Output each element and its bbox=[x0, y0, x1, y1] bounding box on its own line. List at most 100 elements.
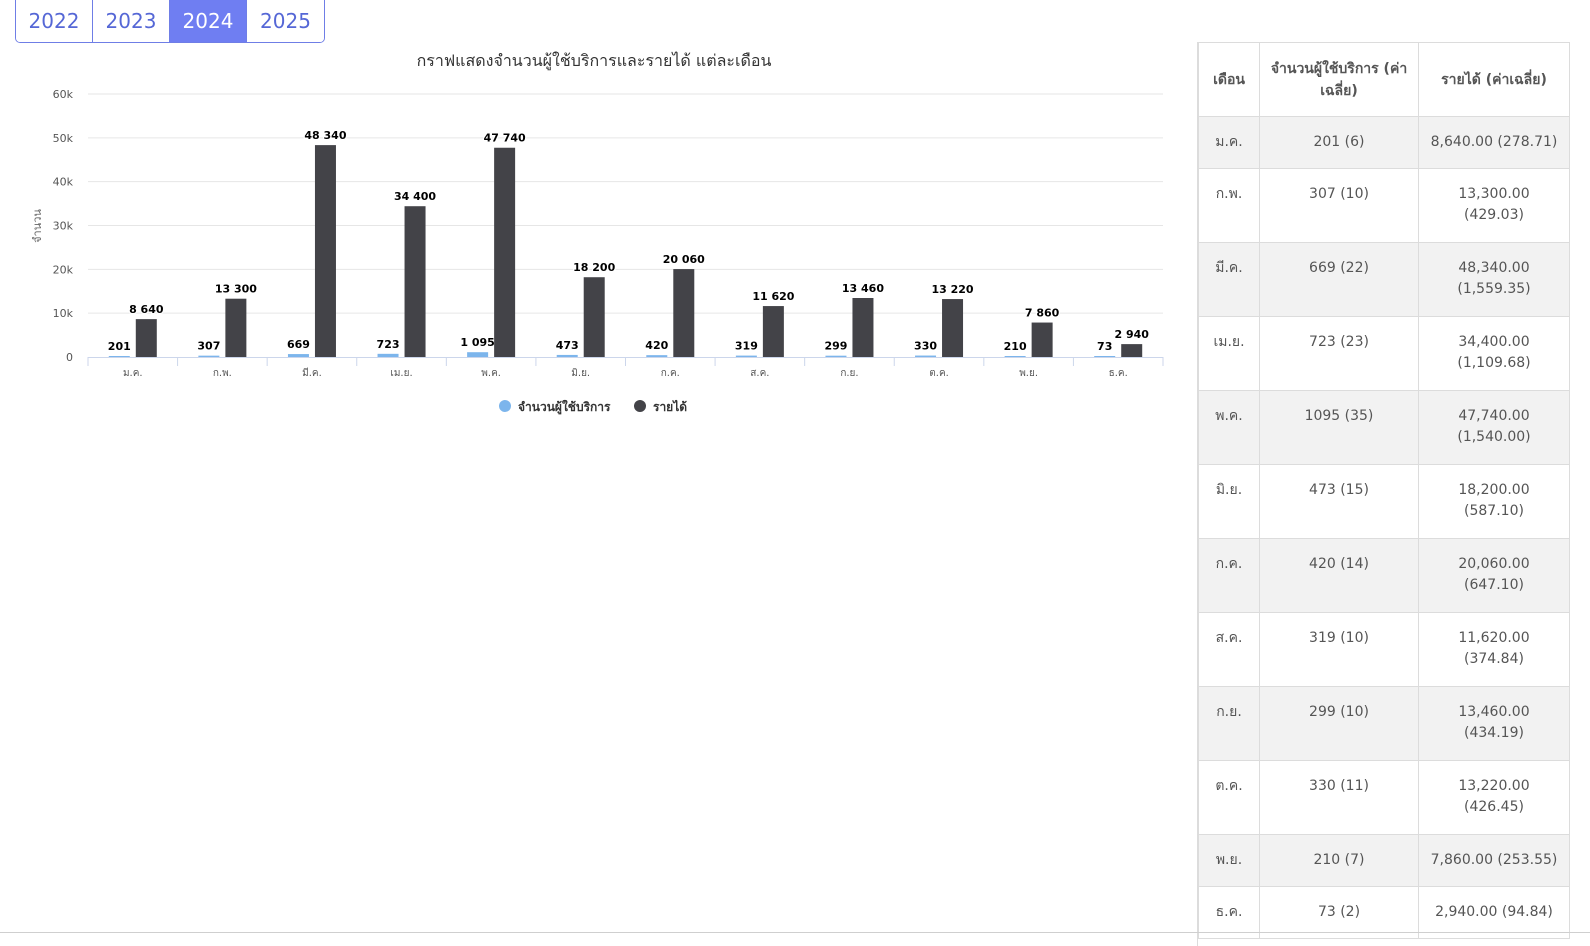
users-cell: 201 (6) bbox=[1259, 116, 1419, 169]
x-tick-label: เม.ย. bbox=[390, 368, 412, 379]
month-cell: ธ.ค. bbox=[1198, 886, 1260, 939]
users-data-label: 201 bbox=[108, 340, 131, 353]
y-tick-label: 20k bbox=[53, 263, 74, 276]
revenue-data-label: 7 860 bbox=[1025, 307, 1060, 320]
users-cell: 307 (10) bbox=[1259, 168, 1419, 243]
grid-lines bbox=[88, 93, 1163, 314]
users-data-label: 723 bbox=[377, 338, 400, 351]
revenue-bar bbox=[583, 277, 605, 357]
summary-table-body: ม.ค. 201 (6) 8,640.00 (278.71) ก.พ. 307 (10)… bbox=[1198, 116, 1570, 939]
y-tick-labels: 0 10k 20k 30k 40k 50k 60k bbox=[53, 88, 74, 364]
users-cell: 473 (15) bbox=[1259, 464, 1419, 539]
legend: จำนวนผู้ใช้บริการ รายได้ bbox=[499, 399, 687, 415]
year-tabs: 2022 2023 2024 2025 bbox=[15, 0, 325, 43]
x-tick-label: ส.ค. bbox=[750, 368, 769, 379]
revenue-cell: 11,620.00 (374.84) bbox=[1418, 612, 1570, 687]
revenue-bar bbox=[942, 299, 964, 357]
tab-year-2022[interactable]: 2022 bbox=[16, 0, 93, 42]
users-bar bbox=[108, 356, 130, 357]
users-data-label: 210 bbox=[1004, 340, 1027, 353]
y-tick-label: 0 bbox=[66, 351, 73, 364]
users-data-label: 473 bbox=[556, 339, 579, 352]
x-tick-label: ต.ค. bbox=[929, 368, 949, 379]
table-row: พ.ค. 1095 (35) 47,740.00 (1,540.00) bbox=[1198, 390, 1570, 465]
users-cell: 299 (10) bbox=[1259, 686, 1419, 761]
users-cell: 420 (14) bbox=[1259, 538, 1419, 613]
revenue-bar bbox=[404, 206, 426, 357]
y-axis-label: จำนวน bbox=[31, 209, 44, 243]
x-tick-label: ก.ย. bbox=[840, 368, 858, 379]
table-row: ส.ค. 319 (10) 11,620.00 (374.84) bbox=[1198, 612, 1570, 687]
legend-users-label: จำนวนผู้ใช้บริการ bbox=[518, 399, 611, 415]
users-data-label: 669 bbox=[287, 338, 310, 351]
month-cell: ก.พ. bbox=[1198, 168, 1260, 243]
users-cell: 723 (23) bbox=[1259, 316, 1419, 391]
users-cell: 319 (10) bbox=[1259, 612, 1419, 687]
revenue-data-label: 13 300 bbox=[215, 283, 257, 296]
revenue-data-label: 18 200 bbox=[573, 261, 615, 274]
users-bar bbox=[287, 354, 309, 357]
users-cell: 330 (11) bbox=[1259, 760, 1419, 835]
users-bar bbox=[915, 355, 937, 357]
y-tick-label: 50k bbox=[53, 132, 74, 145]
users-bar bbox=[377, 353, 399, 357]
users-cell: 669 (22) bbox=[1259, 242, 1419, 317]
users-bar bbox=[556, 354, 578, 357]
chart-title: กราฟแสดงจำนวนผู้ใช้บริการและรายได้ แต่ละ… bbox=[417, 51, 772, 71]
month-cell: มิ.ย. bbox=[1198, 464, 1260, 539]
summary-table: เดือน จำนวนผู้ใช้บริการ (ค่าเฉลี่ย) รายไ… bbox=[1198, 42, 1570, 939]
revenue-data-label: 13 460 bbox=[842, 282, 884, 295]
month-cell: พ.ค. bbox=[1198, 390, 1260, 465]
monthly-chart: กราฟแสดงจำนวนผู้ใช้บริการและรายได้ แต่ละ… bbox=[31, 51, 1164, 415]
x-axis: ม.ค. ก.พ. มี.ค. เม.ย. พ.ค. มิ.ย. ก.ค. ส.ค. ก.ย. ต… bbox=[87, 357, 1164, 379]
users-bar bbox=[1094, 356, 1116, 357]
users-bar bbox=[1004, 356, 1026, 357]
legend-users-marker bbox=[499, 400, 511, 412]
tab-year-2024[interactable]: 2024 bbox=[170, 0, 247, 42]
x-tick-label: ก.ค. bbox=[661, 368, 680, 379]
x-tick-label: ก.พ. bbox=[213, 368, 232, 379]
revenue-bar bbox=[762, 306, 784, 357]
revenue-cell: 13,220.00 (426.45) bbox=[1418, 760, 1570, 835]
revenue-cell: 2,940.00 (94.84) bbox=[1418, 886, 1570, 939]
table-row: มี.ค. 669 (22) 48,340.00 (1,559.35) bbox=[1198, 242, 1570, 317]
revenue-data-label: 13 220 bbox=[931, 283, 973, 296]
revenue-cell: 18,200.00 (587.10) bbox=[1418, 464, 1570, 539]
revenue-bar bbox=[225, 298, 247, 357]
table-row: มิ.ย. 473 (15) 18,200.00 (587.10) bbox=[1198, 464, 1570, 539]
revenue-cell: 20,060.00 (647.10) bbox=[1418, 538, 1570, 613]
month-cell: พ.ย. bbox=[1198, 834, 1260, 887]
table-row: ต.ค. 330 (11) 13,220.00 (426.45) bbox=[1198, 760, 1570, 835]
header-revenue: รายได้ (ค่าเฉลี่ย) bbox=[1418, 42, 1570, 117]
tab-year-2023[interactable]: 2023 bbox=[93, 0, 170, 42]
table-row: พ.ย. 210 (7) 7,860.00 (253.55) bbox=[1198, 834, 1570, 887]
x-tick-label: พ.ค. bbox=[481, 368, 501, 379]
users-data-label: 330 bbox=[914, 340, 937, 353]
tab-year-2025[interactable]: 2025 bbox=[247, 0, 324, 42]
bars: 201 307 669 723 1 095 473 420 319 299 330 210 73 8 6… bbox=[107, 128, 1151, 357]
revenue-data-label: 47 740 bbox=[484, 132, 526, 145]
month-cell: ก.ย. bbox=[1198, 686, 1260, 761]
revenue-bar bbox=[494, 147, 516, 357]
y-tick-label: 30k bbox=[53, 220, 74, 233]
summary-table-panel: เดือน จำนวนผู้ใช้บริการ (ค่าเฉลี่ย) รายไ… bbox=[1197, 42, 1570, 946]
x-tick-label: พ.ย. bbox=[1019, 368, 1038, 379]
month-cell: ม.ค. bbox=[1198, 116, 1260, 169]
month-cell: เม.ย. bbox=[1198, 316, 1260, 391]
y-tick-label: 10k bbox=[53, 307, 74, 320]
revenue-cell: 47,740.00 (1,540.00) bbox=[1418, 390, 1570, 465]
table-row: เม.ย. 723 (23) 34,400.00 (1,109.68) bbox=[1198, 316, 1570, 391]
table-row: ก.ย. 299 (10) 13,460.00 (434.19) bbox=[1198, 686, 1570, 761]
revenue-data-label: 11 620 bbox=[752, 290, 794, 303]
revenue-data-label: 20 060 bbox=[663, 253, 705, 266]
y-tick-label: 40k bbox=[53, 176, 74, 189]
x-tick-label: ธ.ค. bbox=[1109, 368, 1128, 379]
header-month: เดือน bbox=[1198, 42, 1260, 117]
x-tick-label: มิ.ย. bbox=[571, 368, 590, 379]
users-data-label: 420 bbox=[645, 339, 668, 352]
users-data-label: 307 bbox=[197, 340, 220, 353]
users-data-label: 299 bbox=[824, 340, 847, 353]
users-cell: 1095 (35) bbox=[1259, 390, 1419, 465]
table-row: ก.พ. 307 (10) 13,300.00 (429.03) bbox=[1198, 168, 1570, 243]
users-data-label: 1 095 bbox=[460, 336, 494, 349]
